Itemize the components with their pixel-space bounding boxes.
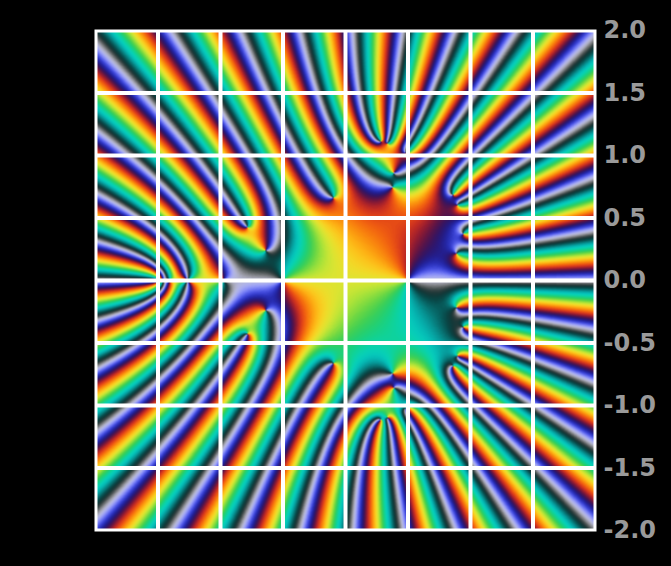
svg-text:1.5: 1.5: [604, 79, 647, 107]
svg-text:0.0: 0.0: [604, 266, 647, 294]
svg-text:-0.5: -0.5: [604, 329, 656, 357]
svg-text:0.5: 0.5: [604, 204, 647, 232]
svg-text:-1.0: -1.0: [604, 391, 656, 419]
svg-text:1.0: 1.0: [604, 141, 647, 169]
svg-text:2.0: 2.0: [604, 16, 647, 44]
svg-text:-2.0: -2.0: [604, 516, 656, 544]
svg-text:-1.5: -1.5: [604, 454, 656, 482]
